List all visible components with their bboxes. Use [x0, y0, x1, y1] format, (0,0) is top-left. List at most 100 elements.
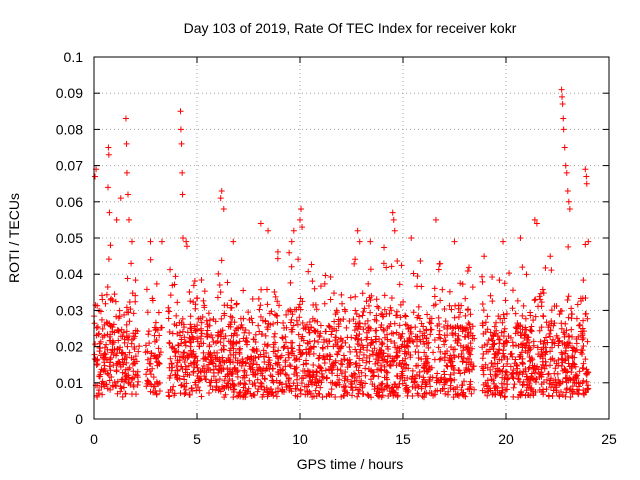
data-point [342, 339, 349, 346]
data-point [549, 393, 556, 400]
data-point [479, 322, 486, 329]
data-point [172, 273, 179, 280]
data-point [201, 367, 208, 374]
data-point [285, 349, 292, 356]
data-point [275, 355, 282, 362]
data-point [317, 322, 324, 329]
data-point [258, 286, 265, 293]
data-point [514, 369, 521, 376]
data-point [509, 370, 516, 377]
data-point [111, 329, 118, 336]
data-point [435, 266, 442, 273]
data-point [117, 388, 124, 395]
data-point [311, 393, 317, 400]
data-point [436, 321, 443, 328]
data-point [526, 344, 533, 351]
data-point [166, 308, 173, 315]
data-point [390, 330, 397, 337]
data-point [484, 341, 491, 348]
data-point [181, 339, 188, 346]
data-point [129, 375, 136, 382]
data-point [452, 324, 459, 331]
data-point [194, 364, 201, 371]
data-point [187, 298, 194, 305]
data-point [175, 342, 182, 349]
data-point [363, 359, 370, 366]
data-point [155, 345, 162, 352]
data-point [584, 386, 591, 393]
data-point [383, 383, 390, 390]
data-point [198, 393, 205, 400]
data-point [394, 312, 401, 319]
data-point [321, 300, 328, 307]
data-point [479, 363, 486, 370]
data-point [322, 367, 329, 374]
data-point [287, 319, 294, 326]
data-point [399, 330, 406, 337]
data-point [313, 306, 320, 313]
data-point [381, 327, 388, 334]
data-point [194, 326, 201, 333]
data-point [206, 359, 213, 366]
data-point [395, 384, 402, 391]
data-point [227, 345, 234, 352]
data-point [372, 327, 379, 334]
data-point [93, 392, 100, 399]
data-point [266, 310, 273, 317]
data-point [531, 369, 538, 376]
data-point [317, 283, 324, 290]
data-point [548, 320, 555, 327]
data-point [541, 337, 548, 344]
data-point [117, 383, 124, 390]
data-point [297, 390, 304, 397]
data-point [328, 391, 335, 398]
data-point [494, 371, 501, 378]
data-point [454, 339, 461, 346]
data-point [458, 382, 465, 389]
data-point [319, 373, 326, 380]
data-point [106, 363, 113, 370]
data-point [397, 301, 404, 308]
data-point [99, 325, 106, 332]
data-point [384, 369, 391, 376]
data-point [280, 366, 287, 373]
data-point [179, 169, 186, 176]
data-point [559, 391, 566, 398]
data-point [126, 298, 133, 305]
data-point [257, 220, 264, 227]
data-point [306, 338, 313, 345]
data-point [107, 359, 114, 366]
data-point [329, 379, 336, 386]
data-point [559, 101, 566, 108]
data-point [491, 323, 498, 330]
data-point [354, 393, 361, 400]
data-point [187, 313, 194, 320]
data-point [413, 342, 420, 349]
data-point [117, 363, 124, 370]
data-point [203, 317, 210, 324]
data-point [441, 324, 448, 331]
data-point [468, 366, 475, 373]
data-point [270, 344, 277, 351]
data-point [132, 327, 139, 334]
data-point [286, 361, 293, 368]
data-point [290, 322, 297, 329]
data-point [147, 355, 154, 362]
data-point [121, 356, 128, 363]
data-point [361, 305, 368, 312]
data-point [302, 360, 309, 367]
data-point [446, 288, 453, 295]
data-point [185, 362, 192, 369]
data-point [480, 367, 487, 374]
data-point [316, 364, 323, 371]
data-point [114, 378, 121, 385]
data-point [225, 338, 232, 345]
data-point [166, 374, 173, 381]
data-point [420, 338, 427, 345]
grid-lines [94, 57, 609, 419]
data-point [238, 321, 245, 328]
data-point [121, 378, 128, 385]
data-point [434, 370, 441, 377]
data-point [523, 373, 530, 380]
data-point [155, 359, 162, 366]
